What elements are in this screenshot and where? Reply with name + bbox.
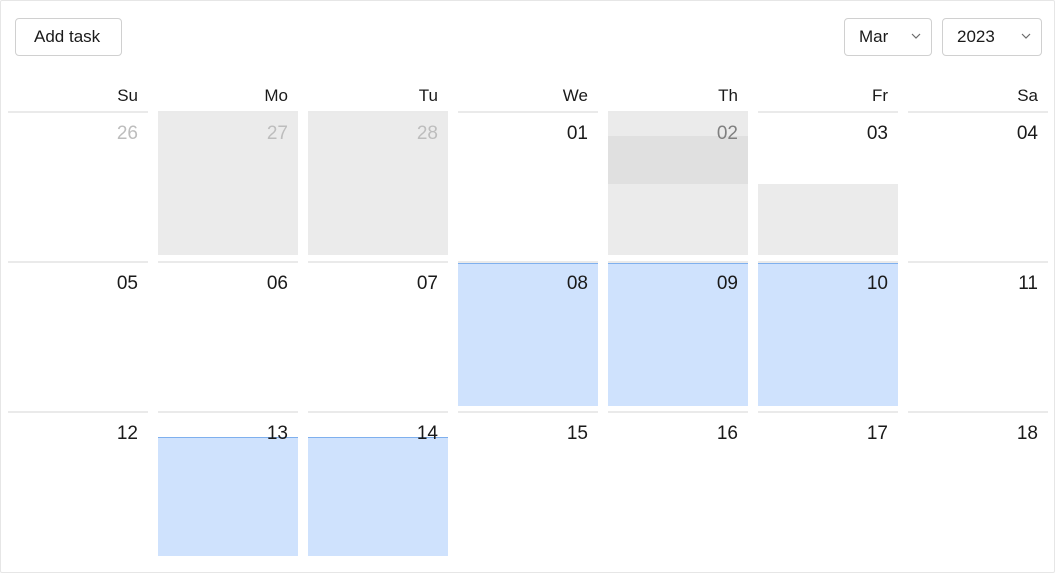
- task-shade: [758, 184, 898, 255]
- day-number: 13: [266, 423, 288, 444]
- day-number: 02: [716, 123, 738, 144]
- outside-month-shade: [158, 113, 298, 255]
- task-shade-hover: [608, 136, 748, 184]
- weekday-header-we: We: [562, 86, 588, 105]
- day-number: 18: [1016, 423, 1038, 444]
- weekday-header-su: Su: [117, 86, 138, 105]
- day-cell[interactable]: 04: [908, 111, 1048, 253]
- day-number: 17: [866, 423, 888, 444]
- selection-highlight: [308, 437, 448, 556]
- day-number: 14: [416, 423, 438, 444]
- day-cell[interactable]: 01: [458, 111, 598, 253]
- day-number: 27: [266, 123, 288, 144]
- day-cell[interactable]: 26: [8, 111, 148, 253]
- day-cell[interactable]: 28: [308, 111, 448, 255]
- day-cell-selected[interactable]: 10: [758, 261, 898, 406]
- day-number: 15: [566, 423, 588, 444]
- outside-month-shade: [308, 113, 448, 255]
- day-cell-selected[interactable]: 08: [458, 261, 598, 406]
- day-cell[interactable]: 02: [608, 111, 748, 255]
- day-cell-selected[interactable]: 13: [158, 411, 298, 556]
- day-cell-selected[interactable]: 09: [608, 261, 748, 406]
- weekday-header-sa: Sa: [1017, 86, 1038, 105]
- weekday-header-fr: Fr: [871, 86, 888, 105]
- selection-highlight: [758, 263, 898, 406]
- day-cell[interactable]: 16: [608, 411, 748, 553]
- day-number: 12: [116, 423, 138, 444]
- day-cell[interactable]: 12: [8, 411, 148, 553]
- day-number: 05: [116, 273, 138, 294]
- day-cell[interactable]: 05: [8, 261, 148, 403]
- day-number: 11: [1018, 273, 1038, 294]
- add-task-button[interactable]: Add task: [15, 18, 122, 56]
- day-number: 26: [116, 123, 138, 144]
- weekday-header-tu: Tu: [418, 86, 438, 105]
- day-cell[interactable]: 03: [758, 111, 898, 255]
- day-number: 16: [716, 423, 738, 444]
- day-cell[interactable]: 27: [158, 111, 298, 255]
- month-value: Mar: [859, 27, 889, 46]
- weekday-header-mo: Mo: [264, 86, 288, 105]
- day-cell[interactable]: 07: [308, 261, 448, 403]
- day-number: 04: [1016, 123, 1038, 144]
- chevron-down-icon: [1021, 33, 1031, 39]
- day-cell[interactable]: 06: [158, 261, 298, 403]
- selection-highlight: [458, 263, 598, 406]
- weekday-header-th: Th: [718, 86, 738, 105]
- day-number: 03: [866, 123, 888, 144]
- day-number: 09: [716, 273, 738, 294]
- chevron-down-icon: [911, 33, 921, 39]
- day-cell-selected[interactable]: 14: [308, 411, 448, 556]
- month-select[interactable]: Mar: [844, 18, 932, 56]
- day-number: 10: [866, 273, 888, 294]
- day-number: 07: [416, 273, 438, 294]
- selection-highlight: [608, 263, 748, 406]
- year-select[interactable]: 2023: [942, 18, 1042, 56]
- day-number: 28: [416, 123, 438, 144]
- day-cell[interactable]: 17: [758, 411, 898, 553]
- day-cell[interactable]: 18: [908, 411, 1048, 553]
- day-cell[interactable]: 15: [458, 411, 598, 553]
- day-cell[interactable]: 11: [908, 261, 1048, 403]
- day-number: 01: [566, 123, 588, 144]
- year-value: 2023: [957, 27, 995, 46]
- day-number: 06: [266, 273, 288, 294]
- selection-highlight: [158, 437, 298, 556]
- day-number: 08: [566, 273, 588, 294]
